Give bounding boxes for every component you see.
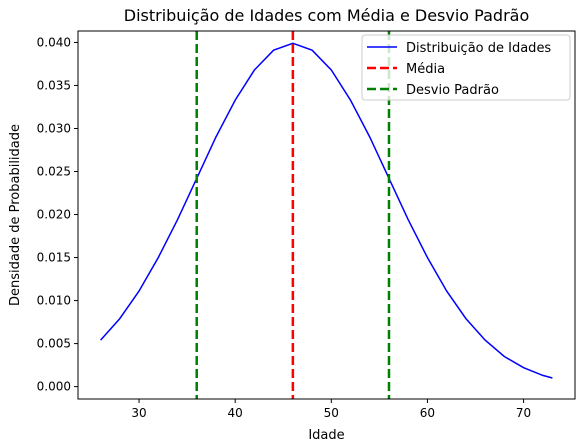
x-tick-label: 70 [516, 406, 531, 420]
series-line-distribution [100, 42, 553, 379]
x-tick-label: 40 [228, 406, 243, 420]
x-tick-label: 60 [420, 406, 435, 420]
y-axis-ticks: 0.000 0.005 0.010 0.015 0.020 0.025 0.030 0.035… [37, 35, 78, 394]
x-tick-label: 50 [324, 406, 339, 420]
y-tick-label: 0.030 [37, 121, 71, 135]
x-tick-label: 30 [131, 406, 146, 420]
y-tick-label: 0.005 [37, 337, 71, 351]
plot-frame [77, 30, 576, 400]
x-axis-label: Idade [308, 428, 344, 443]
legend-label-mean: Média [406, 62, 445, 77]
y-tick-label: 0.010 [37, 294, 71, 308]
y-axis-label: Densidade de Probabilidade [8, 124, 23, 306]
legend-label-distribution: Distribuição de Idades [406, 41, 551, 56]
y-tick-label: 0.015 [37, 251, 71, 265]
chart-title: Distribuição de Idades com Média e Desvi… [124, 6, 529, 25]
x-axis-ticks: 30 40 50 60 70 [131, 399, 531, 420]
legend-box [361, 34, 571, 101]
series-layer [100, 31, 553, 399]
y-tick-label: 0.000 [37, 380, 71, 394]
legend-label-stddev: Desvio Padrão [406, 83, 499, 98]
legend: Distribuição de Idades Média Desvio Padr… [361, 34, 571, 101]
y-tick-label: 0.020 [37, 208, 71, 222]
y-tick-label: 0.040 [37, 35, 71, 49]
y-tick-label: 0.035 [37, 78, 71, 92]
y-tick-label: 0.025 [37, 165, 71, 179]
